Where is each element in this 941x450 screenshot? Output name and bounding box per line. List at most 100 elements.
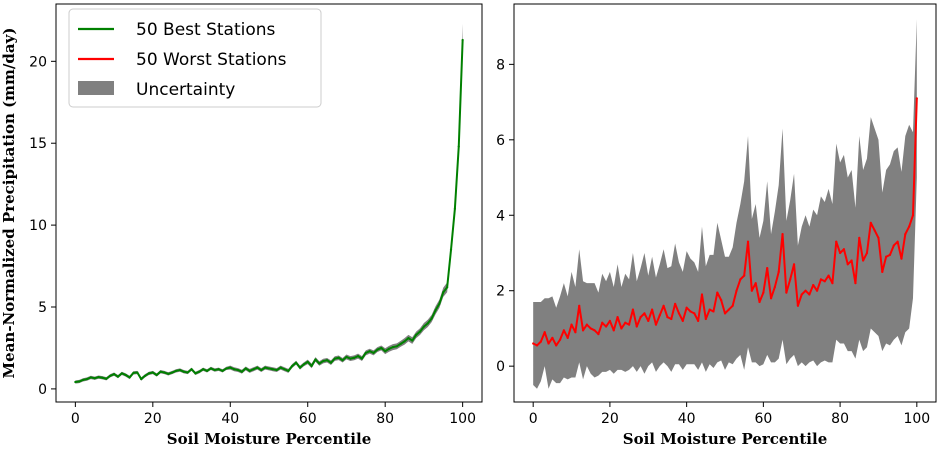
left-data-point	[209, 367, 213, 370]
left-data-point	[167, 372, 170, 375]
right-panel: 0 20 40 60 80 100 0 2 4 6 8 Soil Moisture Percenti…	[496, 3, 937, 448]
left-data-point	[143, 374, 147, 377]
right-data-point	[862, 259, 865, 262]
left-data-point	[120, 372, 123, 375]
right-data-point	[769, 297, 773, 300]
right-data-point	[697, 319, 700, 322]
right-x-tick-label: 40	[678, 411, 696, 427]
left-data-point	[89, 376, 92, 379]
right-data-point	[551, 336, 554, 339]
right-data-point	[608, 319, 612, 322]
left-data-point	[112, 373, 116, 376]
left-data-point	[372, 351, 375, 354]
right-data-point	[804, 289, 807, 292]
left-data-point	[233, 368, 236, 371]
right-data-point	[789, 278, 792, 281]
right-data-point	[731, 304, 734, 307]
right-data-point	[819, 278, 823, 281]
right-data-point	[743, 274, 746, 277]
right-data-point	[597, 332, 600, 336]
right-data-point	[842, 248, 846, 251]
legend-uncertainty-label: Uncertainty	[136, 80, 235, 100]
right-data-point	[881, 270, 884, 273]
right-data-point	[620, 327, 623, 330]
right-data-point	[562, 329, 565, 332]
left-data-point	[93, 377, 96, 380]
right-data-point	[896, 240, 899, 243]
left-data-point	[364, 351, 367, 354]
left-y-tick-label: 15	[29, 136, 47, 152]
left-y-axis-label: Mean-Normalized Precipitation (mm/day)	[0, 28, 18, 379]
left-x-tick-label: 60	[299, 411, 317, 427]
left-data-point	[240, 370, 243, 373]
left-data-point	[422, 325, 426, 328]
left-data-point	[438, 302, 441, 305]
right-data-point	[812, 283, 815, 287]
right-data-point	[666, 316, 669, 319]
right-data-point	[674, 302, 677, 306]
right-data-point	[604, 325, 608, 328]
right-data-point	[888, 253, 892, 256]
right-data-point	[800, 293, 803, 296]
right-data-point	[654, 323, 658, 326]
left-data-point	[449, 248, 453, 251]
left-data-point	[387, 347, 391, 350]
left-data-point	[446, 286, 449, 289]
legend-worst-label: 50 Worst Stations	[136, 50, 287, 70]
right-data-point	[712, 310, 715, 313]
left-data-point	[198, 370, 201, 373]
left-data-point	[260, 368, 263, 372]
left-data-point	[298, 366, 302, 369]
right-data-point	[850, 259, 853, 262]
left-data-point	[256, 366, 259, 369]
right-data-point	[892, 244, 895, 247]
left-data-point	[442, 291, 445, 294]
right-data-point	[643, 312, 646, 315]
left-y-tick-label: 0	[38, 382, 47, 398]
right-data-point	[601, 321, 604, 324]
right-x-tick-label: 60	[754, 411, 772, 427]
left-data-point	[225, 367, 228, 370]
right-data-point	[647, 319, 650, 322]
right-data-point	[873, 229, 876, 232]
left-y-tick-label: 5	[38, 300, 47, 316]
right-data-point	[700, 293, 704, 296]
right-data-point	[827, 274, 830, 277]
right-data-point	[746, 240, 750, 243]
right-ticks: 0 20 40 60 80 100 0 2 4 6 8	[496, 57, 930, 427]
right-data-point	[838, 251, 842, 255]
right-data-point	[720, 299, 723, 302]
left-data-point	[333, 357, 336, 360]
right-x-tick-label: 20	[601, 411, 619, 427]
right-data-point	[589, 327, 592, 330]
right-data-point	[908, 225, 911, 228]
left-data-point	[194, 372, 197, 375]
left-data-point	[318, 362, 321, 365]
right-data-point	[708, 308, 711, 311]
right-data-point	[593, 329, 596, 332]
left-y-tick-label: 20	[29, 54, 47, 70]
left-data-point	[174, 369, 178, 372]
left-data-point	[132, 371, 135, 374]
left-data-point	[295, 361, 298, 364]
right-data-point	[658, 314, 661, 317]
left-data-point	[287, 369, 290, 372]
right-data-point	[762, 291, 765, 294]
left-data-point	[236, 368, 240, 372]
left-data-point	[314, 358, 317, 361]
right-data-point	[773, 285, 776, 289]
right-data-point	[858, 236, 861, 239]
right-data-point	[781, 233, 784, 236]
right-x-tick-label: 0	[529, 411, 538, 427]
left-data-point	[221, 369, 224, 372]
left-data-point	[264, 366, 267, 369]
right-data-point	[585, 323, 588, 326]
left-x-tick-label: 0	[71, 411, 80, 427]
right-data-point	[727, 308, 730, 311]
right-data-point	[651, 308, 654, 311]
left-data-point	[136, 371, 139, 374]
right-data-point	[904, 233, 907, 236]
right-data-point	[689, 310, 692, 313]
left-data-point	[310, 364, 313, 368]
